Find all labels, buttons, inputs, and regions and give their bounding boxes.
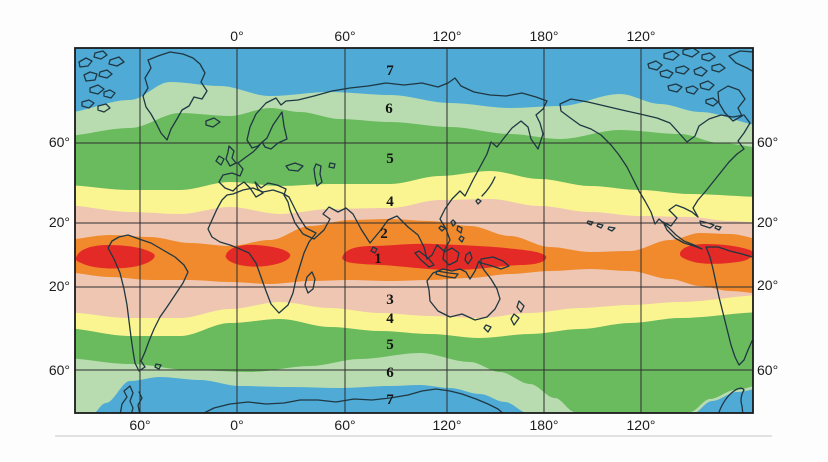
zone-number-6-south: 6 <box>386 365 394 381</box>
zone-number-2-north: 2 <box>380 226 388 242</box>
graticule <box>75 48 753 413</box>
coastlines <box>78 48 753 413</box>
map-border <box>74 47 754 414</box>
lon-label-top-120w: 120° <box>627 28 656 44</box>
zone-number-3-south: 3 <box>386 292 394 308</box>
lon-label-top-120e: 120° <box>433 28 462 44</box>
coast-arctic-islands-right <box>647 48 753 122</box>
coast-north-america <box>559 98 751 250</box>
zone-number-6-north: 6 <box>385 101 393 117</box>
coast-antarctica <box>202 388 504 413</box>
coast-new-zealand <box>510 300 525 326</box>
lat-label-right-20s: 20° <box>757 277 778 293</box>
lon-label-top-0: 0° <box>230 28 243 44</box>
latitude-labels-left: 60° 20° 20° 60° <box>49 134 70 378</box>
zone-number-labels: 7 6 5 4 2 1 3 4 5 6 7 <box>374 63 394 408</box>
coast-eurasia <box>218 77 548 260</box>
zone-number-5-north: 5 <box>386 151 394 167</box>
coast-hawaii <box>586 220 616 232</box>
longitude-labels-top: 0° 60° 120° 180° 120° <box>230 28 655 44</box>
lat-label-right-60s: 60° <box>757 362 778 378</box>
zone1-core-indonesia <box>342 243 547 270</box>
lat-label-left-60s: 60° <box>49 362 70 378</box>
coast-indonesia <box>414 225 510 279</box>
lat-label-left-20n: 20° <box>49 214 70 230</box>
coast-british-isles <box>215 145 237 167</box>
zone1-core-south-america-west <box>679 244 753 264</box>
lat-label-right-60n: 60° <box>757 134 778 150</box>
coast-caspian-sea <box>313 163 323 187</box>
coast-greenland <box>142 51 208 141</box>
coast-black-sea <box>285 162 304 172</box>
lon-label-bottom-180: 180° <box>530 417 559 433</box>
coast-south-america-left <box>107 234 189 372</box>
lon-label-bottom-120e: 120° <box>433 417 462 433</box>
lat-label-right-20n: 20° <box>757 214 778 230</box>
zone1-core-south-america <box>75 245 155 269</box>
lon-label-bottom-60e: 60° <box>334 417 355 433</box>
lon-label-top-60e: 60° <box>334 28 355 44</box>
coast-africa <box>207 187 317 314</box>
coast-japan <box>475 176 496 205</box>
zone-number-1-equator: 1 <box>374 251 382 267</box>
lon-label-bottom-120w: 120° <box>627 417 656 433</box>
coast-iceland <box>205 117 221 128</box>
coast-aral-sea <box>328 162 336 169</box>
zone-number-4-south: 4 <box>386 311 394 327</box>
coast-taiwan-hainan <box>438 219 457 232</box>
coast-arctic-islands-left <box>78 50 125 113</box>
zone-number-7-south: 7 <box>386 392 394 408</box>
lon-label-top-180: 180° <box>530 28 559 44</box>
zone-number-7-north: 7 <box>386 63 394 79</box>
latitude-labels-right: 60° 20° 20° 60° <box>757 134 778 378</box>
coast-sri-lanka <box>370 246 378 254</box>
lat-label-left-20s: 20° <box>49 278 70 294</box>
lon-label-bottom-60w: 60° <box>129 417 150 433</box>
zone-number-4-north: 4 <box>386 194 394 210</box>
coast-antarctic-peninsula-right <box>718 387 745 413</box>
longitude-labels-bottom: 60° 0° 60° 120° 180° 120° <box>129 417 655 433</box>
lon-label-bottom-0: 0° <box>230 417 243 433</box>
coast-south-america-right <box>705 246 753 366</box>
zone-number-5-south: 5 <box>386 337 394 353</box>
lat-label-left-60n: 60° <box>49 134 70 150</box>
coast-madagascar <box>304 271 316 294</box>
